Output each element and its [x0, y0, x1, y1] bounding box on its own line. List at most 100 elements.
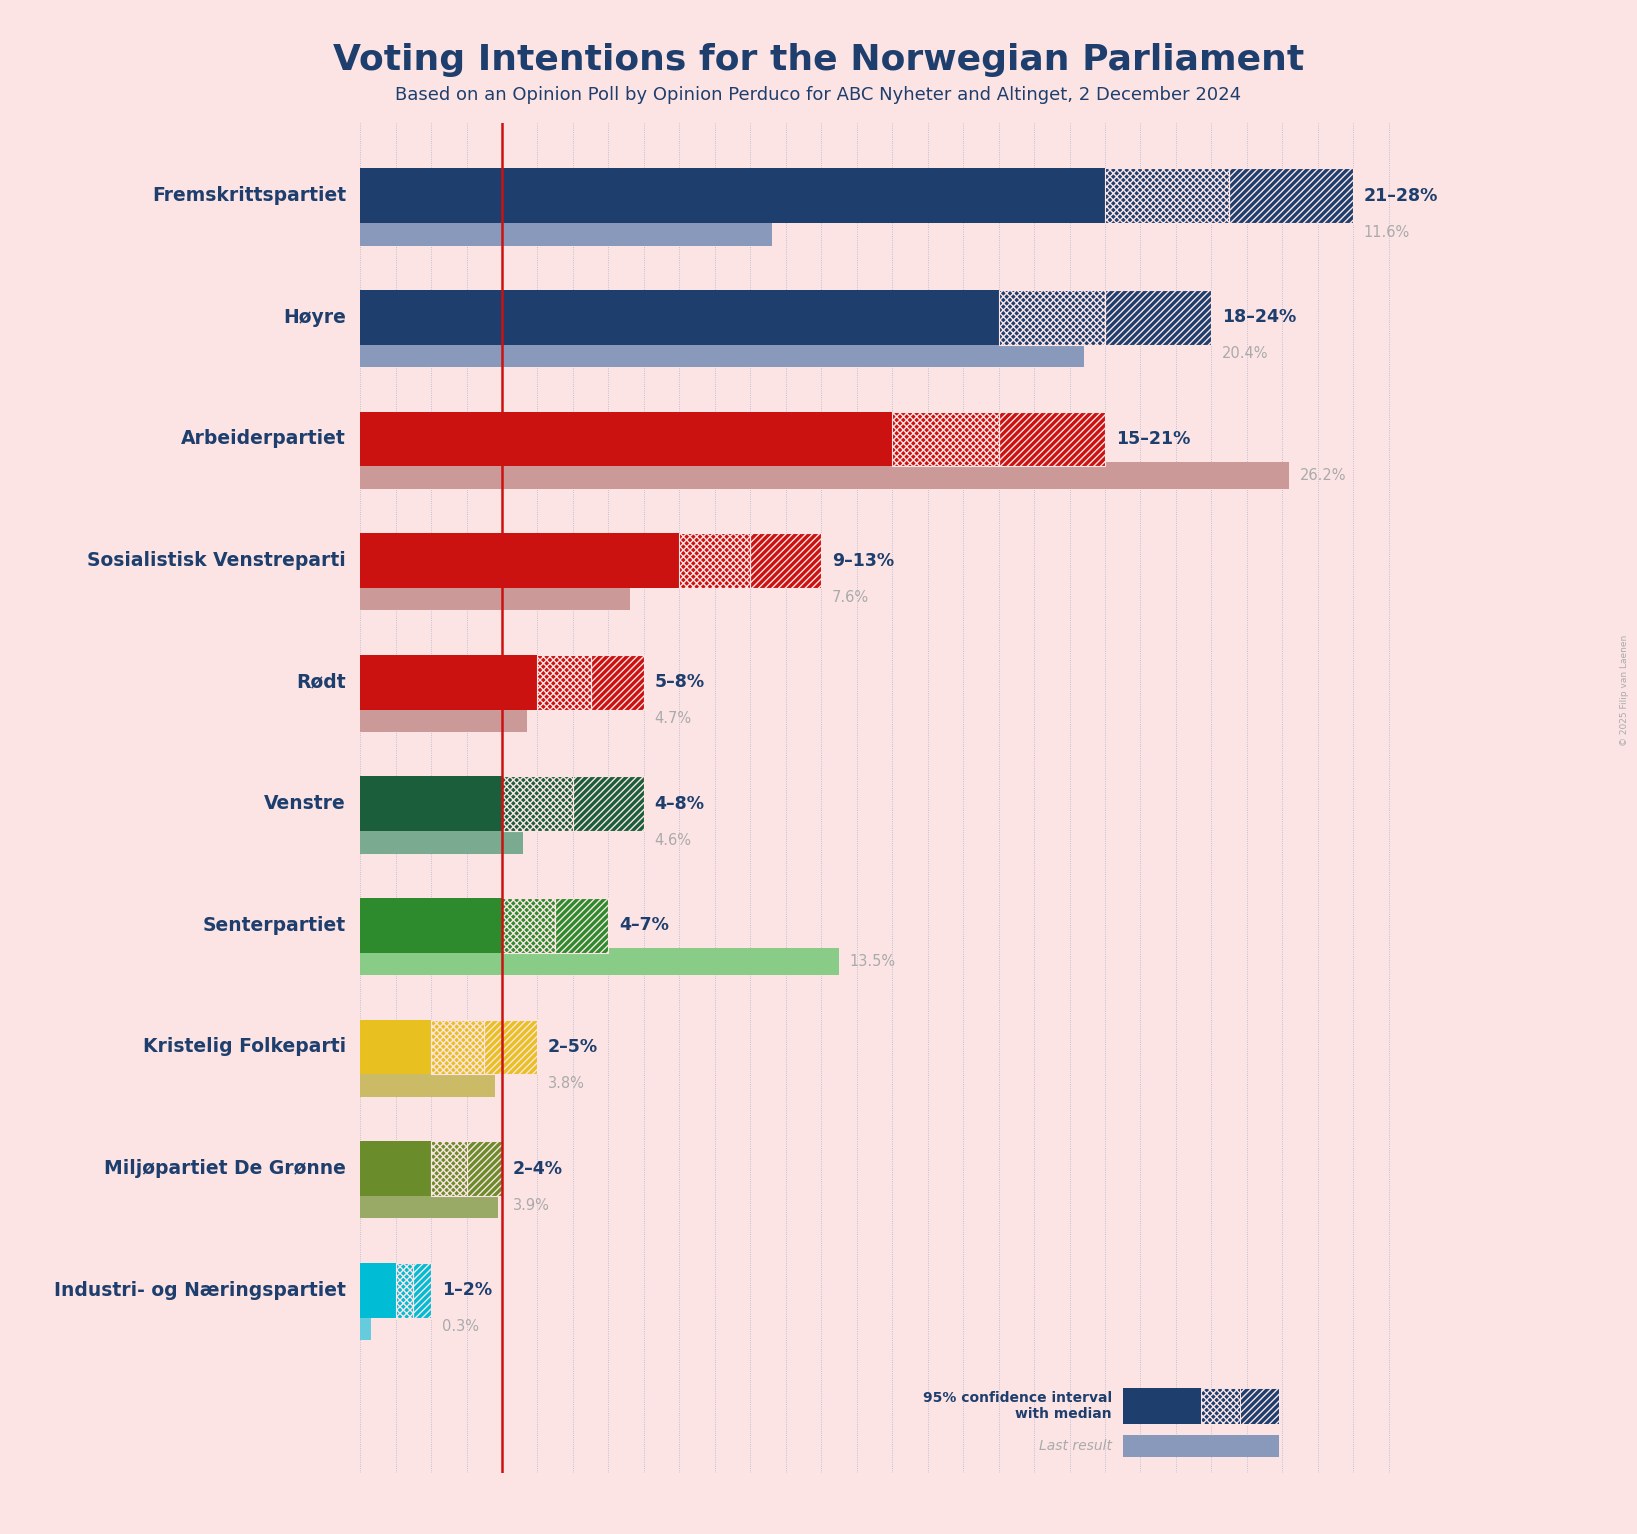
Text: 20.4%: 20.4% — [1221, 347, 1269, 362]
Text: 4.7%: 4.7% — [655, 712, 692, 726]
Bar — [360, 827, 524, 853]
Text: 13.5%: 13.5% — [850, 954, 895, 969]
Text: 3.9%: 3.9% — [512, 1198, 550, 1212]
Text: 26.2%: 26.2% — [1300, 468, 1347, 483]
Text: 15–21%: 15–21% — [1116, 430, 1190, 448]
Text: Høyre: Høyre — [283, 308, 345, 327]
Bar — [467, 1141, 503, 1197]
Bar — [555, 897, 609, 953]
Text: Based on an Opinion Poll by Opinion Perduco for ABC Nyheter and Altinget, 2 Dece: Based on an Opinion Poll by Opinion Perd… — [396, 86, 1241, 104]
Bar — [503, 897, 555, 953]
Bar — [396, 1262, 413, 1318]
Bar — [1202, 1388, 1239, 1424]
Text: 7.6%: 7.6% — [832, 589, 869, 604]
Bar — [1239, 1388, 1278, 1424]
Bar — [485, 1020, 537, 1074]
Bar — [413, 1262, 431, 1318]
Text: Venstre: Venstre — [264, 795, 345, 813]
Bar — [999, 411, 1105, 466]
Bar — [360, 1262, 396, 1318]
Bar — [503, 897, 555, 953]
Bar — [1202, 1388, 1239, 1424]
Bar — [360, 897, 503, 953]
Bar — [573, 776, 643, 831]
Bar — [431, 1141, 467, 1197]
Text: 5–8%: 5–8% — [655, 673, 704, 692]
Text: 2–5%: 2–5% — [548, 1039, 598, 1055]
Bar — [360, 706, 527, 732]
Bar — [1123, 1388, 1202, 1424]
Text: 95% confidence interval
with median: 95% confidence interval with median — [923, 1391, 1112, 1420]
Bar — [1105, 290, 1211, 345]
Bar — [679, 534, 750, 588]
Bar — [555, 897, 609, 953]
Text: Senterpartiet: Senterpartiet — [203, 916, 345, 934]
Bar — [360, 290, 999, 345]
Text: Industri- og Næringspartiet: Industri- og Næringspartiet — [54, 1281, 345, 1299]
Bar — [1239, 1388, 1278, 1424]
Text: 21–28%: 21–28% — [1364, 187, 1439, 204]
Bar — [1105, 169, 1229, 222]
Bar — [1229, 169, 1354, 222]
Bar — [892, 411, 999, 466]
Bar — [360, 1141, 431, 1197]
Text: 4–8%: 4–8% — [655, 795, 704, 813]
Bar — [360, 1020, 431, 1074]
Bar — [360, 341, 1084, 367]
Text: 2–4%: 2–4% — [512, 1160, 563, 1178]
Bar — [431, 1020, 485, 1074]
Text: © 2025 Filip van Laenen: © 2025 Filip van Laenen — [1621, 635, 1629, 746]
Text: Last result: Last result — [1039, 1439, 1112, 1453]
Bar — [360, 583, 630, 611]
Bar — [360, 1192, 498, 1218]
Text: Rødt: Rødt — [296, 672, 345, 692]
Text: 0.3%: 0.3% — [442, 1319, 478, 1335]
Bar — [467, 1141, 503, 1197]
Bar — [750, 534, 822, 588]
Text: 3.8%: 3.8% — [548, 1075, 584, 1091]
Bar — [537, 655, 591, 710]
Bar — [1105, 169, 1229, 222]
Bar — [573, 776, 643, 831]
Bar — [360, 219, 771, 245]
Bar — [360, 462, 1290, 489]
Bar — [1229, 169, 1354, 222]
Bar — [431, 1141, 467, 1197]
Bar — [679, 534, 750, 588]
Text: 4.6%: 4.6% — [655, 833, 691, 848]
Bar — [360, 776, 503, 831]
Text: Arbeiderpartiet: Arbeiderpartiet — [182, 430, 345, 448]
Text: Miljøpartiet De Grønne: Miljøpartiet De Grønne — [105, 1160, 345, 1178]
Text: Voting Intentions for the Norwegian Parliament: Voting Intentions for the Norwegian Parl… — [332, 43, 1305, 77]
Bar — [537, 655, 591, 710]
Text: Fremskrittspartiet: Fremskrittspartiet — [152, 186, 345, 206]
Bar — [360, 169, 1105, 222]
Bar — [750, 534, 822, 588]
Bar — [503, 776, 573, 831]
Text: 11.6%: 11.6% — [1364, 224, 1409, 239]
Text: 1–2%: 1–2% — [442, 1281, 491, 1299]
Bar — [360, 411, 892, 466]
Text: Kristelig Folkeparti: Kristelig Folkeparti — [142, 1037, 345, 1057]
Bar — [1105, 290, 1211, 345]
Bar — [485, 1020, 537, 1074]
Bar — [999, 411, 1105, 466]
Bar — [591, 655, 643, 710]
Bar — [360, 1313, 370, 1341]
Bar — [396, 1262, 413, 1318]
Bar — [413, 1262, 431, 1318]
Bar — [591, 655, 643, 710]
Bar — [1123, 1434, 1278, 1457]
Bar — [892, 411, 999, 466]
Bar — [360, 534, 679, 588]
Bar — [999, 290, 1105, 345]
Bar — [503, 776, 573, 831]
Bar — [360, 948, 840, 976]
Bar — [360, 1071, 494, 1097]
Bar — [999, 290, 1105, 345]
Bar — [360, 655, 537, 710]
Text: 9–13%: 9–13% — [832, 552, 894, 569]
Text: 4–7%: 4–7% — [619, 916, 670, 934]
Text: 18–24%: 18–24% — [1221, 308, 1297, 327]
Bar — [431, 1020, 485, 1074]
